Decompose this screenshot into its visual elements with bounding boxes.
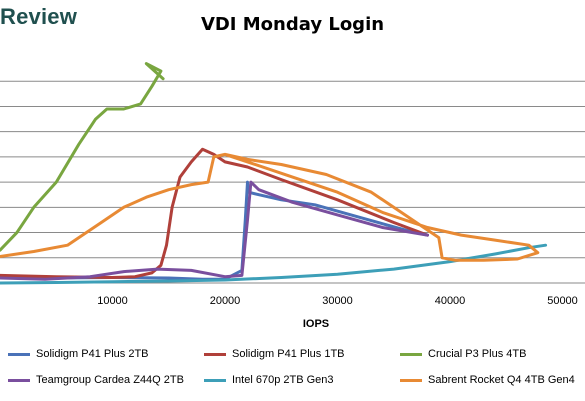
series-line bbox=[0, 62, 165, 252]
series-line bbox=[0, 180, 429, 281]
x-tick-label: 20000 bbox=[210, 295, 241, 307]
site-logo: Review bbox=[0, 4, 78, 29]
x-tick-label: 50000 bbox=[547, 295, 578, 307]
series-line bbox=[0, 147, 429, 279]
x-tick-label: 30000 bbox=[322, 295, 353, 307]
series-line bbox=[0, 243, 548, 285]
x-tick-label: 10000 bbox=[97, 295, 128, 307]
x-tick-label: 40000 bbox=[435, 295, 466, 307]
series-line bbox=[0, 180, 429, 281]
chart-title: VDI Monday Login bbox=[200, 14, 385, 35]
x-axis-label: IOPS bbox=[303, 318, 329, 330]
series-line bbox=[0, 152, 540, 262]
